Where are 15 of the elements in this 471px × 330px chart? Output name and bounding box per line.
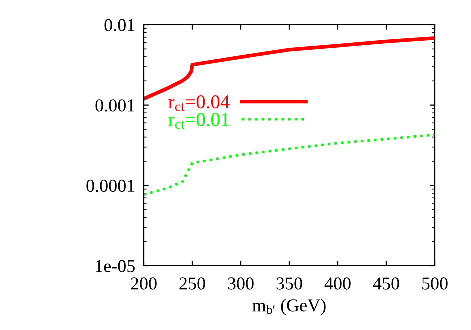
x-tick-label: 450 — [373, 278, 400, 290]
x-tick-label: 200 — [131, 278, 157, 290]
legend-label: r$_{ct}$=0.01 — [168, 113, 229, 130]
x-tick-label: 300 — [228, 278, 254, 290]
y-tick-label: 1e-05 — [96, 260, 135, 272]
x-tick-label: 250 — [180, 278, 206, 290]
x-axis-title: m$_{b′}$ (GeV) — [252, 299, 326, 316]
y-tick-label: 0.01 — [104, 19, 135, 32]
y-tick-label: 0.0001 — [86, 180, 135, 192]
legend-label: r$_{ct}$=0.04 — [168, 96, 230, 112]
line-series — [144, 134, 435, 196]
x-tick-label: 400 — [324, 278, 351, 290]
x-tick-label: 500 — [422, 278, 448, 290]
x-tick-label: 350 — [276, 278, 302, 290]
y-tick-label: 0.001 — [96, 100, 135, 112]
